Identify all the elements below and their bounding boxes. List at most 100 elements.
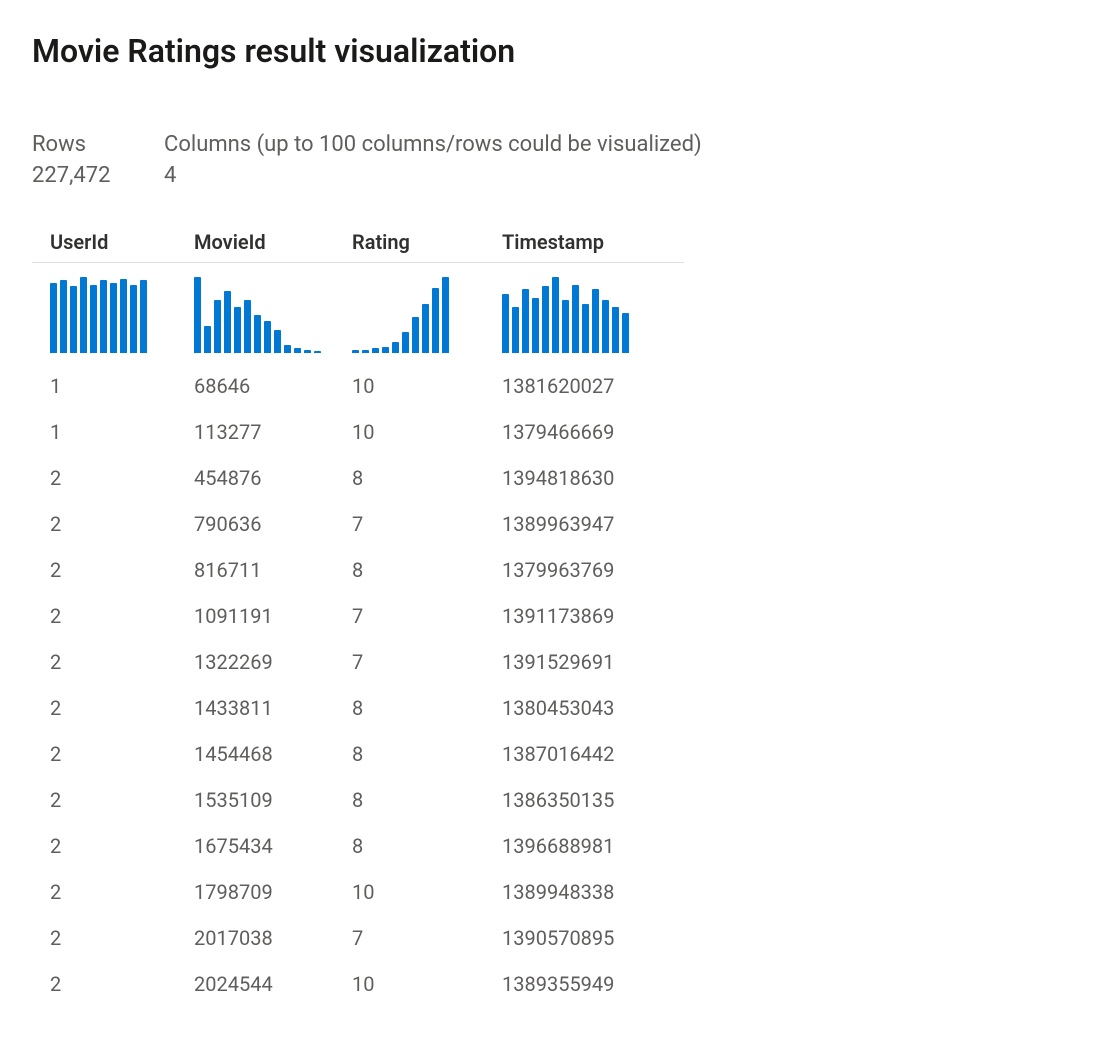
page-title: Movie Ratings result visualization (32, 32, 1073, 70)
table-cell: 7 (334, 501, 484, 547)
table-cell: 1390570895 (484, 915, 684, 961)
data-table: UserIdMovieIdRatingTimestamp 16864610138… (32, 222, 684, 1007)
histogram-bar (402, 332, 409, 353)
table-cell: 10 (334, 869, 484, 915)
histogram-bar (204, 326, 211, 353)
histogram-bar (194, 277, 201, 353)
table-cell: 1391173869 (484, 593, 684, 639)
histogram-bar (382, 347, 389, 353)
table-row[interactable]: 2201703871390570895 (32, 915, 684, 961)
histogram-bar (532, 298, 539, 353)
table-cell: 1391529691 (484, 639, 684, 685)
histogram-sparkline (502, 277, 672, 353)
histogram-sparkline (352, 277, 472, 353)
table-cell: 1379963769 (484, 547, 684, 593)
columns-value: 4 (164, 161, 702, 192)
table-cell: 7 (334, 915, 484, 961)
histogram-bar (304, 350, 311, 353)
table-cell: 454876 (176, 455, 334, 501)
table-cell: 1386350135 (484, 777, 684, 823)
histogram-bar (432, 288, 439, 353)
table-row[interactable]: 168646101381620027 (32, 363, 684, 409)
table-cell: 1394818630 (484, 455, 684, 501)
table-cell: 2 (32, 869, 176, 915)
table-cell: 7 (334, 593, 484, 639)
histogram-row (32, 262, 684, 363)
table-row[interactable]: 245487681394818630 (32, 455, 684, 501)
table-row[interactable]: 21798709101389948338 (32, 869, 684, 915)
table-row[interactable]: 2143381181380453043 (32, 685, 684, 731)
table-row[interactable]: 2109119171391173869 (32, 593, 684, 639)
column-header-rating[interactable]: Rating (334, 222, 484, 263)
table-cell: 113277 (176, 409, 334, 455)
histogram-bar (592, 289, 599, 353)
table-row[interactable]: 2167543481396688981 (32, 823, 684, 869)
histogram-bar (110, 283, 117, 353)
histogram-bar (140, 280, 147, 353)
histogram-bar (552, 277, 559, 353)
table-cell: 1454468 (176, 731, 334, 777)
histogram-bar (50, 283, 57, 353)
table-row[interactable]: 2153510981386350135 (32, 777, 684, 823)
visualization-panel: Movie Ratings result visualization Rows … (0, 0, 1105, 1047)
table-cell: 2017038 (176, 915, 334, 961)
histogram-bar (264, 321, 271, 353)
table-row[interactable]: 1113277101379466669 (32, 409, 684, 455)
table-body: 1686461013816200271113277101379466669245… (32, 262, 684, 1007)
histogram-bar (130, 285, 137, 353)
histogram-bar (352, 350, 359, 353)
table-cell: 1387016442 (484, 731, 684, 777)
histogram-cell-userid (32, 262, 176, 363)
rows-summary: Rows 227,472 (32, 130, 132, 192)
histogram-cell-movieid (176, 262, 334, 363)
histogram-bar (120, 279, 127, 353)
table-cell: 8 (334, 731, 484, 777)
histogram-bar (512, 307, 519, 353)
table-cell: 1389355949 (484, 961, 684, 1007)
histogram-bar (582, 304, 589, 353)
column-header-movieid[interactable]: MovieId (176, 222, 334, 263)
table-cell: 1381620027 (484, 363, 684, 409)
histogram-bar (294, 348, 301, 353)
histogram-bar (542, 286, 549, 353)
table-row[interactable]: 2132226971391529691 (32, 639, 684, 685)
column-header-timestamp[interactable]: Timestamp (484, 222, 684, 263)
histogram-bar (214, 300, 221, 353)
table-cell: 2 (32, 961, 176, 1007)
columns-label: Columns (up to 100 columns/rows could be… (164, 130, 702, 161)
table-cell: 1 (32, 409, 176, 455)
histogram-bar (224, 291, 231, 353)
table-cell: 2 (32, 455, 176, 501)
table-cell: 1091191 (176, 593, 334, 639)
histogram-bar (572, 285, 579, 353)
table-cell: 1322269 (176, 639, 334, 685)
table-row[interactable]: 279063671389963947 (32, 501, 684, 547)
table-cell: 1380453043 (484, 685, 684, 731)
histogram-bar (442, 277, 449, 353)
histogram-bar (422, 304, 429, 353)
table-cell: 2 (32, 547, 176, 593)
table-row[interactable]: 281671181379963769 (32, 547, 684, 593)
histogram-bar (502, 294, 509, 353)
histogram-bar (244, 300, 251, 353)
table-cell: 1389963947 (484, 501, 684, 547)
table-row[interactable]: 2145446881387016442 (32, 731, 684, 777)
table-cell: 2 (32, 777, 176, 823)
table-cell: 2 (32, 639, 176, 685)
column-header-userid[interactable]: UserId (32, 222, 176, 263)
histogram-bar (274, 330, 281, 353)
table-cell: 1433811 (176, 685, 334, 731)
table-cell: 2 (32, 731, 176, 777)
histogram-bar (392, 342, 399, 353)
summary-bar: Rows 227,472 Columns (up to 100 columns/… (32, 130, 1073, 192)
table-cell: 1798709 (176, 869, 334, 915)
table-cell: 1535109 (176, 777, 334, 823)
rows-value: 227,472 (32, 161, 132, 192)
histogram-sparkline (194, 277, 322, 353)
histogram-bar (362, 350, 369, 353)
table-row[interactable]: 22024544101389355949 (32, 961, 684, 1007)
table-cell: 2 (32, 593, 176, 639)
histogram-bar (100, 280, 107, 353)
histogram-bar (234, 307, 241, 353)
histogram-bar (622, 313, 629, 353)
